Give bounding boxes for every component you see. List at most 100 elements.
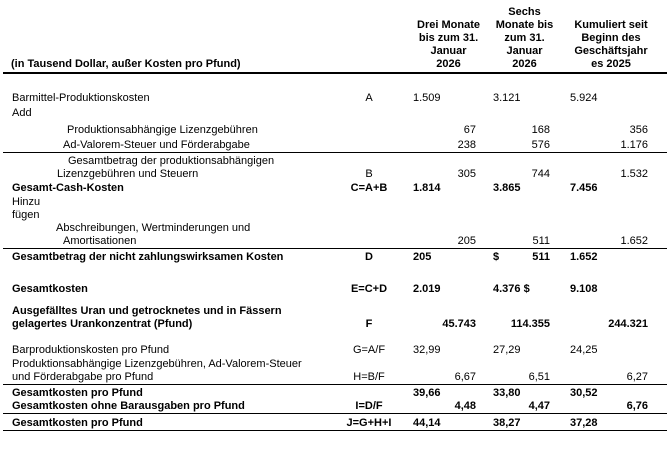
row-value: 39,66: [413, 387, 441, 399]
row-label-line: Abschreibungen, Wertminderungen und: [56, 222, 251, 234]
row-label-line: Gesamtkosten: [12, 283, 88, 295]
row-label-line: Gesamtkosten pro Pfund: [12, 417, 143, 429]
table-body: Barmittel-Produktionskosten A 1.509 3.121 5.…: [3, 92, 667, 431]
row-label-line: Gesamt-Cash-Kosten: [12, 182, 124, 194]
row-value: $511: [483, 251, 550, 264]
row-label: Ad-Valorem-Steuer und Förderabgabe: [3, 139, 337, 152]
row-produktionsabhaengige-lizenzgebuehren: Produktionsabhängige Lizenzgebühren 67 168…: [3, 124, 667, 137]
row-value: 24,25: [570, 344, 598, 356]
row-label-line: Amortisationen: [63, 235, 137, 247]
row-value: 356: [629, 124, 648, 136]
row-gesamtbetrag-lizenzgebuehren-steuern: Gesamtbetrag der produktionsabhängigen Li…: [3, 155, 667, 181]
column-header-line: bis zum 31.: [418, 32, 479, 44]
row-letter: J=G+H+I: [346, 417, 392, 429]
row-label: Gesamtkosten ohne Barausgaben pro Pfund: [3, 400, 337, 413]
column-header-drei-monate: Drei Monate bis zum 31. Januar 2026: [413, 19, 484, 71]
row-label: Gesamt-Cash-Kosten: [3, 182, 337, 195]
row-gesamtkosten-ohne-barausgaben: Gesamtkosten ohne Barausgaben pro Pfund I…: [3, 400, 667, 414]
row-label-line: Gesamtbetrag der nicht zahlungswirksamen…: [12, 251, 284, 263]
column-header-line: Sechs: [508, 6, 541, 18]
row-value: 5.924: [570, 92, 598, 104]
row-letter: E=C+D: [350, 283, 388, 295]
row-value: 205: [457, 235, 476, 247]
row-letter: H=B/F: [353, 371, 385, 383]
row-value-number: 511: [532, 251, 550, 263]
row-value: 4.376 $: [493, 283, 530, 295]
row-label: Barproduktionskosten pro Pfund: [3, 344, 337, 357]
row-label: Ausgefälltes Uran und getrocknetes und i…: [3, 305, 337, 331]
row-label-line: Add: [12, 107, 32, 119]
row-value: 1.532: [620, 168, 648, 180]
row-label: Hinzu fügen: [3, 196, 337, 222]
row-value: 305: [457, 168, 476, 180]
row-value: 3.121: [493, 92, 521, 104]
row-value: 37,28: [570, 417, 598, 429]
row-value: 244.321: [608, 318, 648, 330]
row-value: 1.509: [413, 92, 441, 104]
row-label-line: und Förderabgabe pro Pfund: [12, 371, 154, 383]
row-value: 2.019: [413, 283, 441, 295]
column-header-kumuliert: Kumuliert seit Beginn des Geschäftsjahr es …: [566, 19, 656, 71]
column-header-line: zum 31.: [504, 32, 545, 44]
row-label-line: Lizenzgebühren und Steuern: [57, 168, 199, 180]
row-letter: B: [365, 168, 373, 180]
row-letter: I=D/F: [355, 400, 383, 412]
column-header-line: Januar: [506, 45, 543, 57]
row-label-line: Ad-Valorem-Steuer und Förderabgabe: [63, 139, 250, 151]
row-abschreibungen-amortisationen: Abschreibungen, Wertminderungen und Amort…: [3, 222, 667, 249]
row-label-line: Barproduktionskosten pro Pfund: [12, 344, 170, 356]
column-header-line: Beginn des: [581, 32, 641, 44]
column-header-line: Monate bis: [495, 19, 554, 31]
row-letter: D: [365, 251, 373, 263]
row-label-line: gelagertes Urankonzentrat (Pfund): [12, 318, 193, 330]
row-label: Produktionsabhängige Lizenzgebühren, Ad-…: [3, 358, 337, 384]
row-label: Gesamtbetrag der produktionsabhängigen Li…: [3, 155, 337, 181]
row-value: 6,51: [528, 371, 550, 383]
row-label-line: Gesamtkosten ohne Barausgaben pro Pfund: [12, 400, 245, 412]
row-label-line: Produktionsabhängige Lizenzgebühren: [67, 124, 258, 136]
row-gesamt-cash-kosten: Gesamt-Cash-Kosten C=A+B 1.814 3.865 7.456: [3, 182, 667, 195]
row-value: 205: [413, 251, 432, 263]
row-value: 1.814: [413, 182, 441, 194]
table-header: (in Tausend Dollar, außer Kosten pro Pfu…: [3, 6, 667, 74]
row-label-line: Ausgefälltes Uran und getrocknetes und i…: [12, 305, 282, 317]
row-letter: G=A/F: [352, 344, 386, 356]
column-header-line: Drei Monate: [417, 19, 480, 31]
row-label-line: Hinzu: [12, 196, 41, 208]
row-value: 9.108: [570, 283, 598, 295]
row-value: 238: [457, 139, 476, 151]
row-letter: C=A+B: [350, 182, 388, 194]
row-label: Produktionsabhängige Lizenzgebühren: [3, 124, 337, 137]
row-value: 30,52: [570, 387, 598, 399]
row-label: Barmittel-Produktionskosten: [3, 92, 337, 105]
row-label-line: Gesamtbetrag der produktionsabhängigen: [68, 155, 275, 167]
column-header-line: 2026: [436, 58, 461, 70]
column-header-line: es 2025: [591, 58, 631, 70]
row-barmittel-produktionskosten: Barmittel-Produktionskosten A 1.509 3.121 5.…: [3, 92, 667, 105]
row-label: Gesamtbetrag der nicht zahlungswirksamen…: [3, 251, 337, 264]
column-header-line: Januar: [430, 45, 467, 57]
row-value: 1.652: [570, 251, 598, 263]
row-value: 1.652: [620, 235, 648, 247]
row-nicht-zahlungswirksame-kosten: Gesamtbetrag der nicht zahlungswirksamen…: [3, 251, 667, 264]
row-letter: A: [365, 92, 373, 104]
row-value: 33,80: [493, 387, 521, 399]
row-gesamtkosten: Gesamtkosten E=C+D 2.019 4.376 $ 9.108: [3, 283, 667, 296]
row-label-line: Barmittel-Produktionskosten: [12, 92, 150, 104]
row-ausgefaelltes-uran: Ausgefälltes Uran und getrocknetes und i…: [3, 305, 667, 331]
row-value: 168: [531, 124, 550, 136]
row-value: 114.355: [510, 318, 550, 330]
row-value: 27,29: [493, 344, 521, 356]
row-label-line: fügen: [12, 209, 40, 221]
row-label: Gesamtkosten: [3, 283, 337, 296]
row-value: 7.456: [570, 182, 598, 194]
row-value: 6,76: [626, 400, 648, 412]
row-value: 576: [531, 139, 550, 151]
row-value: 3.865: [493, 182, 521, 194]
dollar-sign: $: [493, 251, 500, 263]
column-header-sechs-monate: Sechs Monate bis zum 31. Januar 2026: [491, 6, 558, 71]
row-value: 511: [532, 235, 550, 247]
column-header-line: Geschäftsjahr: [574, 45, 648, 57]
row-value: 38,27: [493, 417, 521, 429]
